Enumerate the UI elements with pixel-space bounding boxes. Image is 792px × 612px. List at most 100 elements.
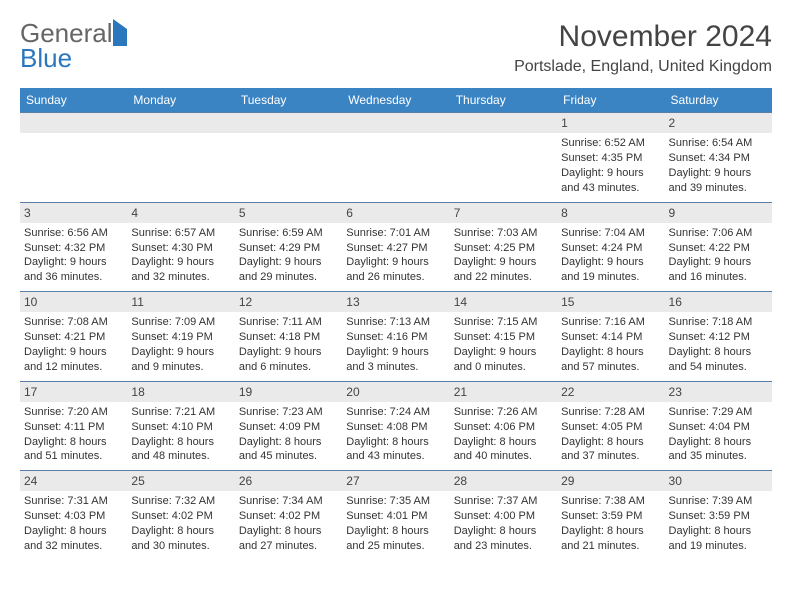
sunset-line: Sunset: 4:21 PM xyxy=(24,330,123,345)
sunrise-line: Sunrise: 7:08 AM xyxy=(24,315,123,330)
daylight-line: Daylight: 8 hours and 40 minutes. xyxy=(454,435,553,465)
sunrise-line: Sunrise: 6:57 AM xyxy=(131,226,230,241)
sunrise-line: Sunrise: 7:16 AM xyxy=(561,315,660,330)
week-row: 3Sunrise: 6:56 AMSunset: 4:32 PMDaylight… xyxy=(20,202,772,292)
daylight-line: Daylight: 9 hours and 29 minutes. xyxy=(239,255,338,285)
sunrise-line: Sunrise: 7:31 AM xyxy=(24,494,123,509)
daylight-line: Daylight: 8 hours and 54 minutes. xyxy=(669,345,768,375)
sunset-line: Sunset: 4:22 PM xyxy=(669,241,768,256)
daylight-line: Daylight: 9 hours and 19 minutes. xyxy=(561,255,660,285)
day-number: 26 xyxy=(235,471,342,491)
sunset-line: Sunset: 4:06 PM xyxy=(454,420,553,435)
sunset-line: Sunset: 4:05 PM xyxy=(561,420,660,435)
day-number: 20 xyxy=(342,382,449,402)
sunset-line: Sunset: 4:35 PM xyxy=(561,151,660,166)
day-number: 24 xyxy=(20,471,127,491)
day-cell: 10Sunrise: 7:08 AMSunset: 4:21 PMDayligh… xyxy=(20,292,127,382)
day-number xyxy=(127,113,234,133)
logo-text: General Blue xyxy=(20,20,127,71)
sunrise-line: Sunrise: 7:29 AM xyxy=(669,405,768,420)
sunset-line: Sunset: 4:09 PM xyxy=(239,420,338,435)
day-cell: 14Sunrise: 7:15 AMSunset: 4:15 PMDayligh… xyxy=(450,292,557,382)
day-number: 13 xyxy=(342,292,449,312)
sunset-line: Sunset: 4:16 PM xyxy=(346,330,445,345)
daylight-line: Daylight: 8 hours and 23 minutes. xyxy=(454,524,553,554)
dayhead-friday: Friday xyxy=(557,88,664,113)
sunset-line: Sunset: 4:29 PM xyxy=(239,241,338,256)
daylight-line: Daylight: 8 hours and 48 minutes. xyxy=(131,435,230,465)
daylight-line: Daylight: 8 hours and 57 minutes. xyxy=(561,345,660,375)
day-number: 18 xyxy=(127,382,234,402)
day-number: 12 xyxy=(235,292,342,312)
day-number: 28 xyxy=(450,471,557,491)
day-cell: 21Sunrise: 7:26 AMSunset: 4:06 PMDayligh… xyxy=(450,381,557,471)
day-number: 23 xyxy=(665,382,772,402)
sunset-line: Sunset: 4:27 PM xyxy=(346,241,445,256)
day-cell: 4Sunrise: 6:57 AMSunset: 4:30 PMDaylight… xyxy=(127,202,234,292)
day-cell: 20Sunrise: 7:24 AMSunset: 4:08 PMDayligh… xyxy=(342,381,449,471)
day-number: 15 xyxy=(557,292,664,312)
sunrise-line: Sunrise: 7:20 AM xyxy=(24,405,123,420)
day-number: 16 xyxy=(665,292,772,312)
day-cell: 9Sunrise: 7:06 AMSunset: 4:22 PMDaylight… xyxy=(665,202,772,292)
day-cell: 12Sunrise: 7:11 AMSunset: 4:18 PMDayligh… xyxy=(235,292,342,382)
day-cell: 7Sunrise: 7:03 AMSunset: 4:25 PMDaylight… xyxy=(450,202,557,292)
logo-line2: Blue xyxy=(20,45,127,71)
sunrise-line: Sunrise: 7:34 AM xyxy=(239,494,338,509)
daylight-line: Daylight: 9 hours and 43 minutes. xyxy=(561,166,660,196)
sunrise-line: Sunrise: 6:52 AM xyxy=(561,136,660,151)
sunset-line: Sunset: 4:15 PM xyxy=(454,330,553,345)
day-cell: 15 Sunrise: 7:16 AMSunset: 4:14 PMDayligh… xyxy=(557,292,664,382)
day-cell xyxy=(235,113,342,203)
sunset-line: Sunset: 4:12 PM xyxy=(669,330,768,345)
dayhead-thursday: Thursday xyxy=(450,88,557,113)
day-number: 2 xyxy=(665,113,772,133)
sunrise-line: Sunrise: 7:37 AM xyxy=(454,494,553,509)
daylight-line: Daylight: 9 hours and 6 minutes. xyxy=(239,345,338,375)
day-number: 7 xyxy=(450,203,557,223)
week-row: 1 Sunrise: 6:52 AMSunset: 4:35 PMDaylight… xyxy=(20,113,772,203)
sunrise-line: Sunrise: 7:03 AM xyxy=(454,226,553,241)
day-number: 10 xyxy=(20,292,127,312)
day-cell: 26Sunrise: 7:34 AMSunset: 4:02 PMDayligh… xyxy=(235,471,342,560)
day-cell xyxy=(342,113,449,203)
daylight-line: Daylight: 9 hours and 0 minutes. xyxy=(454,345,553,375)
sunset-line: Sunset: 4:01 PM xyxy=(346,509,445,524)
day-number: 6 xyxy=(342,203,449,223)
header: General Blue November 2024 Portslade, En… xyxy=(20,20,772,76)
daylight-line: Daylight: 8 hours and 21 minutes. xyxy=(561,524,660,554)
day-number: 19 xyxy=(235,382,342,402)
daylight-line: Daylight: 8 hours and 25 minutes. xyxy=(346,524,445,554)
day-cell: 24Sunrise: 7:31 AMSunset: 4:03 PMDayligh… xyxy=(20,471,127,560)
sunset-line: Sunset: 4:34 PM xyxy=(669,151,768,166)
day-number: 4 xyxy=(127,203,234,223)
day-cell xyxy=(20,113,127,203)
sunrise-line: Sunrise: 7:23 AM xyxy=(239,405,338,420)
day-cell: 1 Sunrise: 6:52 AMSunset: 4:35 PMDaylight… xyxy=(557,113,664,203)
day-number: 1 xyxy=(557,113,664,133)
daylight-line: Daylight: 9 hours and 9 minutes. xyxy=(131,345,230,375)
sunrise-line: Sunrise: 6:56 AM xyxy=(24,226,123,241)
day-number: 9 xyxy=(665,203,772,223)
sunrise-line: Sunrise: 7:21 AM xyxy=(131,405,230,420)
logo-triangle-icon xyxy=(113,19,127,46)
day-cell: 28Sunrise: 7:37 AMSunset: 4:00 PMDayligh… xyxy=(450,471,557,560)
daylight-line: Daylight: 8 hours and 43 minutes. xyxy=(346,435,445,465)
day-cell: 6Sunrise: 7:01 AMSunset: 4:27 PMDaylight… xyxy=(342,202,449,292)
day-cell: 16Sunrise: 7:18 AMSunset: 4:12 PMDayligh… xyxy=(665,292,772,382)
day-cell: 18Sunrise: 7:21 AMSunset: 4:10 PMDayligh… xyxy=(127,381,234,471)
sunrise-line: Sunrise: 7:11 AM xyxy=(239,315,338,330)
week-row: 24Sunrise: 7:31 AMSunset: 4:03 PMDayligh… xyxy=(20,471,772,560)
daylight-line: Daylight: 8 hours and 19 minutes. xyxy=(669,524,768,554)
day-cell: 30Sunrise: 7:39 AMSunset: 3:59 PMDayligh… xyxy=(665,471,772,560)
daylight-line: Daylight: 8 hours and 35 minutes. xyxy=(669,435,768,465)
sunset-line: Sunset: 4:19 PM xyxy=(131,330,230,345)
day-cell: 19Sunrise: 7:23 AMSunset: 4:09 PMDayligh… xyxy=(235,381,342,471)
day-cell: 25Sunrise: 7:32 AMSunset: 4:02 PMDayligh… xyxy=(127,471,234,560)
daylight-line: Daylight: 8 hours and 30 minutes. xyxy=(131,524,230,554)
month-title: November 2024 xyxy=(514,20,772,54)
day-cell: 22Sunrise: 7:28 AMSunset: 4:05 PMDayligh… xyxy=(557,381,664,471)
sunrise-line: Sunrise: 7:38 AM xyxy=(561,494,660,509)
day-number: 27 xyxy=(342,471,449,491)
sunset-line: Sunset: 4:14 PM xyxy=(561,330,660,345)
